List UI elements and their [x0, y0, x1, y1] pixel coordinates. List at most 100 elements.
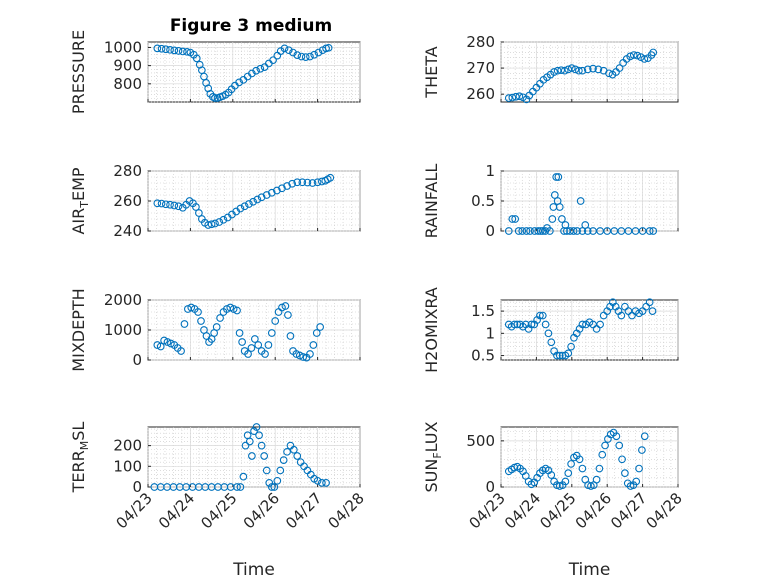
- data-point: [645, 298, 654, 307]
- data-point: [153, 44, 162, 53]
- x-tick-label: 04/28: [643, 489, 686, 532]
- data-point: [215, 218, 224, 226]
- data-point: [262, 466, 271, 475]
- data-point: [598, 450, 607, 459]
- data-point: [235, 329, 244, 337]
- data-point: [166, 200, 174, 209]
- data-point: [233, 306, 241, 315]
- data-point: [569, 227, 578, 235]
- data-point: [649, 227, 658, 235]
- y-axis-label: TERRMSL: [69, 422, 91, 494]
- data-point: [207, 220, 216, 229]
- data-point: [273, 186, 281, 195]
- data-point: [212, 323, 221, 331]
- data-point: [239, 472, 248, 481]
- data-point: [183, 47, 191, 56]
- data-point: [241, 441, 250, 450]
- data-point: [236, 483, 245, 491]
- data-point: [252, 423, 261, 431]
- data-point: [578, 320, 587, 329]
- data-point: [245, 200, 253, 208]
- data-point: [633, 51, 642, 60]
- data-point: [293, 452, 302, 460]
- data-point: [555, 351, 564, 360]
- data-point: [269, 56, 277, 65]
- data-point: [573, 227, 581, 235]
- data-point: [618, 455, 626, 464]
- data-point: [257, 193, 266, 202]
- data-point: [276, 466, 285, 475]
- data-point: [286, 332, 295, 340]
- data-point: [308, 179, 317, 187]
- data-point: [594, 65, 603, 74]
- subplot-mixdepth: 0 1000 2000 MIXDEPTH: [69, 288, 361, 372]
- data-point: [280, 44, 289, 53]
- y-axis-label: SUNFLUX: [422, 421, 444, 492]
- y-tick-label: 0: [132, 351, 142, 369]
- data-point: [648, 307, 657, 315]
- data-point: [157, 199, 166, 208]
- data-point: [288, 179, 297, 188]
- data-point: [564, 349, 573, 358]
- data-point: [271, 317, 280, 325]
- data-point: [530, 227, 539, 235]
- data-point: [211, 219, 219, 228]
- data-point: [322, 479, 330, 487]
- y-tick-label: 280: [113, 162, 142, 180]
- data-point: [264, 341, 273, 349]
- data-point: [592, 475, 601, 484]
- data-point: [578, 66, 587, 75]
- data-point: [306, 52, 314, 61]
- y-tick-label: 500: [466, 432, 495, 450]
- data-point: [536, 311, 544, 320]
- plot-area: [147, 426, 361, 488]
- data-point: [252, 66, 260, 75]
- data-point: [649, 48, 658, 57]
- data-point: [170, 46, 179, 55]
- x-tick-label: 04/25: [536, 489, 579, 532]
- x-tick-label: 04/26: [240, 489, 283, 532]
- y-axis-label: MIXDEPTH: [69, 288, 88, 371]
- y-tick-label: 260: [113, 192, 142, 210]
- data-point: [211, 94, 219, 102]
- data-point: [156, 342, 165, 351]
- y-tick-label: 900: [113, 57, 142, 75]
- data-point: [522, 227, 531, 235]
- data-point: [589, 64, 597, 73]
- data-point: [250, 427, 258, 435]
- data-point: [578, 227, 587, 235]
- data-point: [278, 184, 286, 193]
- data-point: [547, 338, 556, 347]
- data-point: [632, 477, 641, 486]
- data-point: [174, 47, 183, 55]
- data-point: [157, 44, 166, 53]
- data-point: [255, 431, 263, 440]
- data-point: [615, 64, 624, 72]
- data-point: [555, 203, 564, 211]
- y-tick-label: 0: [485, 478, 495, 496]
- data-point: [299, 353, 308, 361]
- data-point: [612, 432, 621, 441]
- data-point: [538, 311, 547, 320]
- data-point: [527, 320, 536, 329]
- data-point: [313, 178, 322, 187]
- data-point: [526, 227, 534, 235]
- data-point: [554, 173, 563, 181]
- data-point: [617, 311, 626, 320]
- data-point: [548, 215, 557, 223]
- data-point: [541, 320, 550, 329]
- data-point: [645, 227, 654, 235]
- y-axis-label: H2OMIXRA: [422, 287, 441, 373]
- data-point: [583, 65, 592, 74]
- data-point: [596, 320, 604, 329]
- data-point: [567, 342, 575, 351]
- data-point: [557, 66, 566, 75]
- data-point: [511, 215, 520, 223]
- data-point: [553, 351, 561, 360]
- data-point: [546, 227, 554, 235]
- data-point: [177, 347, 185, 355]
- data-point: [297, 52, 306, 61]
- data-point: [284, 46, 293, 55]
- y-tick-label: 0.5: [471, 192, 495, 210]
